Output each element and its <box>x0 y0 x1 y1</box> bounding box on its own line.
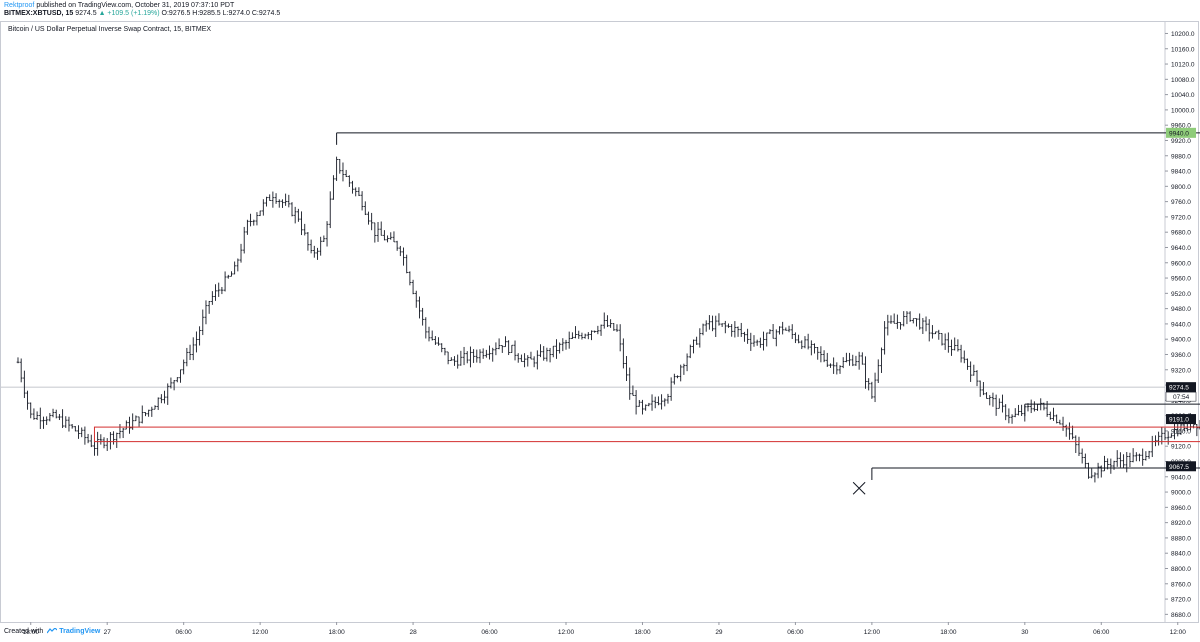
y-tick-label: 9840.0 <box>1171 169 1191 176</box>
chart-title: Bitcoin / US Dollar Perpetual Inverse Sw… <box>8 26 212 33</box>
y-tick-label: 10080.0 <box>1171 77 1195 84</box>
y-tick-label: 9040.0 <box>1171 474 1191 481</box>
symbol-label: BITMEX:XBTUSD, 15 <box>4 10 74 17</box>
y-tick-label: 9320.0 <box>1171 367 1191 374</box>
last-price-label: 9274.5 <box>1169 385 1189 392</box>
entry-price-label-bg <box>1166 414 1196 425</box>
x-tick-label: 12:00 <box>558 629 575 636</box>
publish-line: Rektproof published on TradingView.com, … <box>4 2 280 10</box>
y-tick-label: 9640.0 <box>1171 245 1191 252</box>
x-tick-label: 29 <box>715 629 723 636</box>
tradingview-logo-icon <box>47 628 58 634</box>
y-tick-label: 8760.0 <box>1171 581 1191 588</box>
stop-price-label: 9067.5 <box>1169 464 1189 471</box>
x-tick-label: 18:00 <box>23 629 40 636</box>
tradingview-brand[interactable]: TradingView <box>59 628 101 635</box>
footer: Created with TradingView <box>4 628 100 635</box>
author-link[interactable]: Rektproof <box>4 2 35 9</box>
x-tick-label: 18:00 <box>328 629 345 636</box>
x-tick-label: 12:00 <box>252 629 269 636</box>
zone-box-1[interactable] <box>93 426 1200 443</box>
last-price: 9274.5 <box>75 10 97 17</box>
x-tick-label: 27 <box>104 629 112 636</box>
symbol-line: BITMEX:XBTUSD, 15 9274.5 ▲ +109.5 (+1.19… <box>4 10 280 18</box>
x-tick-label: 06:00 <box>176 629 193 636</box>
y-tick-label: 9600.0 <box>1171 260 1191 267</box>
y-tick-label: 8840.0 <box>1171 551 1191 558</box>
y-tick-label: 9440.0 <box>1171 321 1191 328</box>
y-tick-label: 9520.0 <box>1171 291 1191 298</box>
x-tick-label: 06:00 <box>787 629 804 636</box>
y-tick-label: 8680.0 <box>1171 612 1191 619</box>
y-tick-label: 10160.0 <box>1171 46 1195 53</box>
change-value: ▲ +109.5 (+1.19%) <box>98 10 160 17</box>
y-tick-label: 8720.0 <box>1171 597 1191 604</box>
countdown-label: 07:54 <box>1173 394 1190 401</box>
y-tick-label: 8800.0 <box>1171 566 1191 573</box>
y-tick-label: 8960.0 <box>1171 505 1191 512</box>
x-tick-label: 12:00 <box>1170 629 1187 636</box>
x-tick-label: 06:00 <box>1093 629 1110 636</box>
y-tick-label: 9120.0 <box>1171 444 1191 451</box>
y-tick-label: 9480.0 <box>1171 306 1191 313</box>
published-text: published on TradingView.com, October 31… <box>36 2 235 9</box>
stop-price-label-bg <box>1166 461 1196 472</box>
x-tick-label: 12:00 <box>864 629 881 636</box>
x-marker-icon <box>852 481 866 495</box>
y-tick-label: 9800.0 <box>1171 184 1191 191</box>
y-tick-label: 10000.0 <box>1171 107 1195 114</box>
y-tick-label: 10200.0 <box>1171 31 1195 38</box>
y-tick-label: 9400.0 <box>1171 337 1191 344</box>
y-tick-label: 9920.0 <box>1171 138 1191 145</box>
x-tick-label: 06:00 <box>481 629 498 636</box>
target-price-label: 9940.0 <box>1169 130 1189 137</box>
y-tick-label: 10120.0 <box>1171 62 1195 69</box>
y-tick-label: 10040.0 <box>1171 92 1195 99</box>
x-tick-label: 30 <box>1021 629 1029 636</box>
ohlc-values: O:9276.5 H:9285.5 L:9274.0 C:9274.5 <box>161 10 281 17</box>
y-tick-label: 9720.0 <box>1171 214 1191 221</box>
last-price-label-bg <box>1166 382 1196 393</box>
y-tick-label: 9760.0 <box>1171 199 1191 206</box>
y-tick-label: 9360.0 <box>1171 352 1191 359</box>
y-tick-label: 9880.0 <box>1171 153 1191 160</box>
y-tick-label: 9960.0 <box>1171 123 1191 130</box>
chart-frame <box>0 21 1199 623</box>
y-tick-label: 9680.0 <box>1171 230 1191 237</box>
entry-price-label: 9191.0 <box>1169 417 1189 424</box>
y-tick-label: 8920.0 <box>1171 520 1191 527</box>
target-price-label-bg <box>1166 127 1196 138</box>
publish-header: Rektproof published on TradingView.com, … <box>4 2 280 18</box>
x-tick-label: 28 <box>409 629 417 636</box>
y-tick-label: 9560.0 <box>1171 276 1191 283</box>
y-tick-label: 8880.0 <box>1171 535 1191 542</box>
countdown-bg <box>1165 391 1197 402</box>
x-tick-label: 18:00 <box>634 629 651 636</box>
x-tick-label: 18:00 <box>940 629 957 636</box>
created-with-text: Created with <box>4 628 44 635</box>
y-tick-label: 9000.0 <box>1171 490 1191 497</box>
